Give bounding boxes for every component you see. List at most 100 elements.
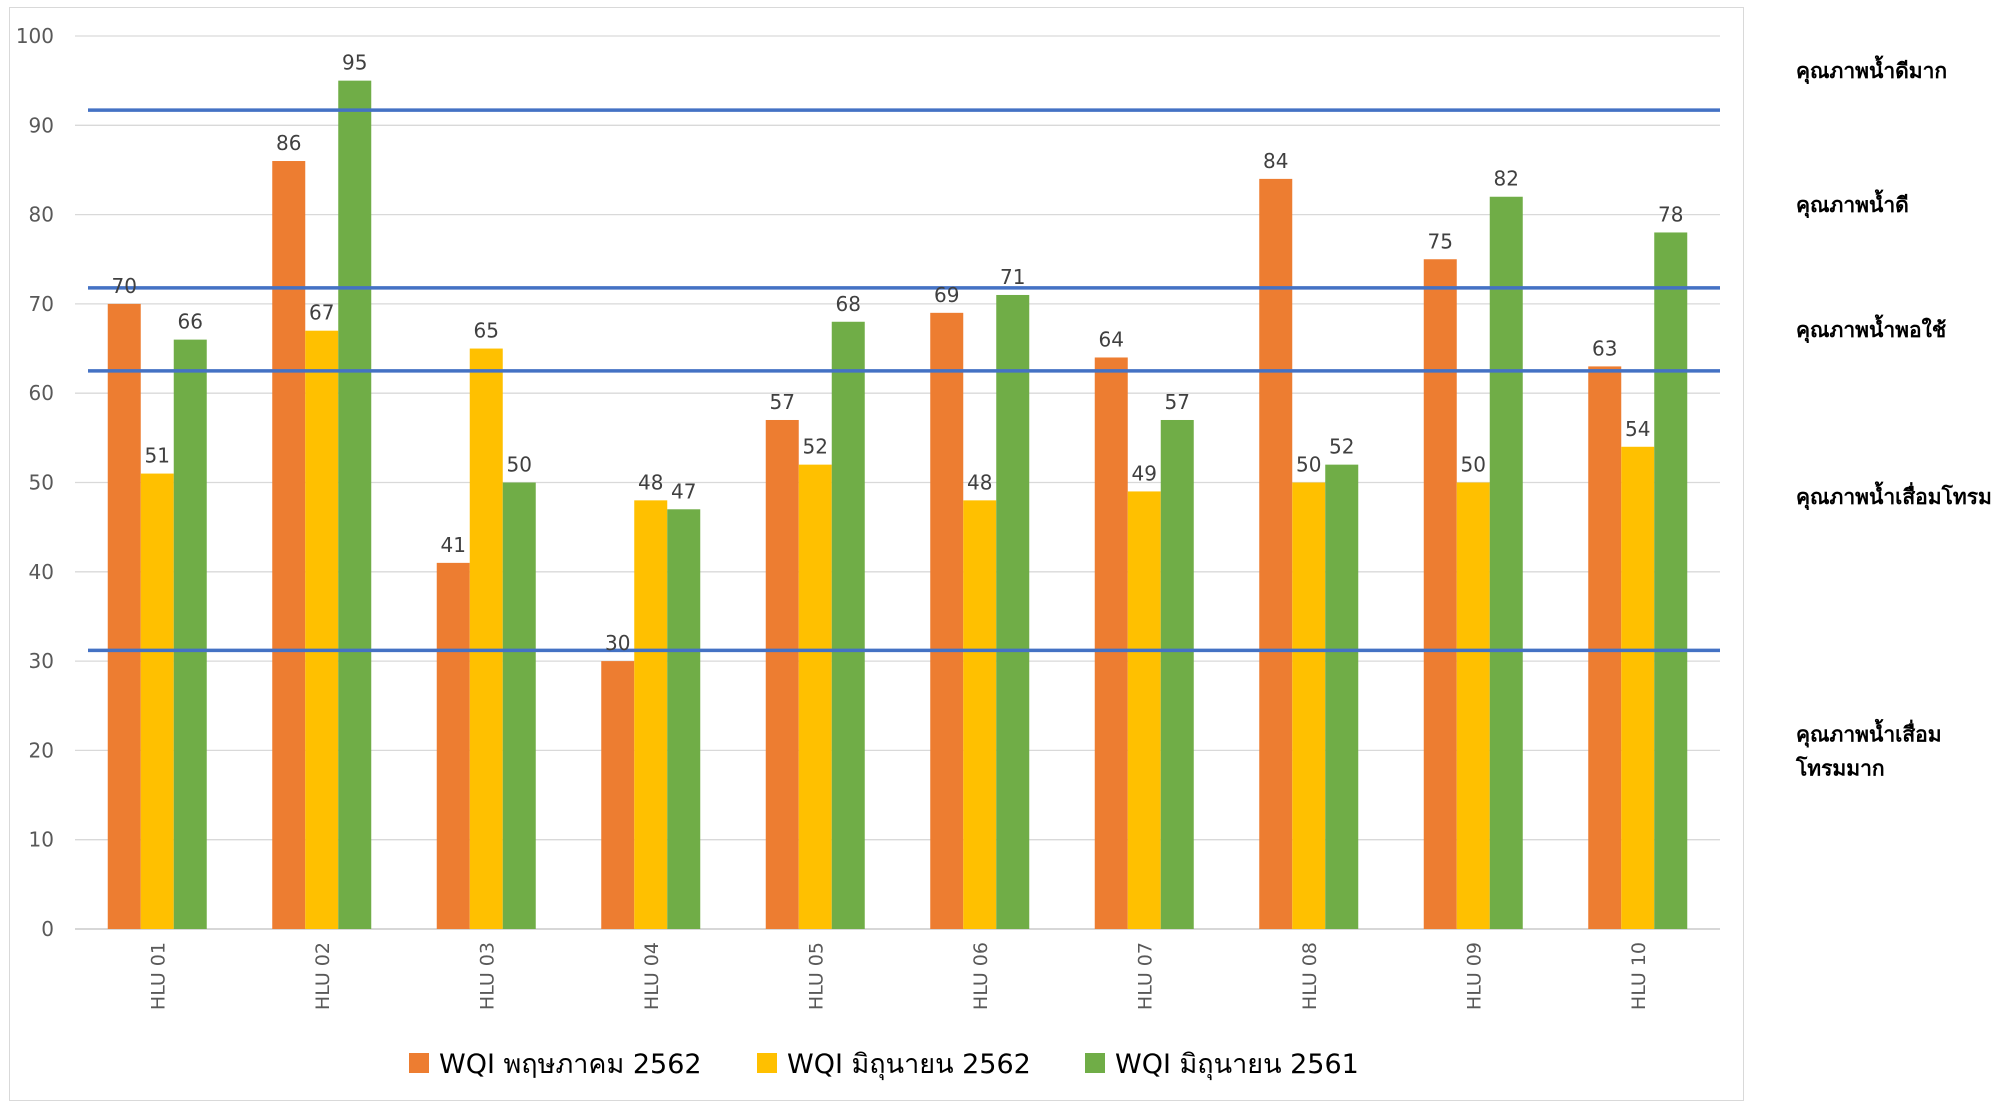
x-tick-label: HLU 01	[147, 942, 169, 1010]
data-label: 50	[1461, 453, 1486, 477]
y-tick-label: 50	[29, 471, 54, 495]
y-tick-label: 90	[29, 113, 54, 137]
data-label: 84	[1263, 149, 1288, 173]
bar	[634, 500, 668, 929]
legend-swatch	[409, 1053, 429, 1073]
bar	[1423, 259, 1457, 929]
data-label: 65	[474, 319, 499, 343]
data-label: 75	[1428, 229, 1453, 253]
data-label: 86	[276, 131, 301, 155]
bar	[1654, 232, 1688, 929]
legend-swatch	[1085, 1053, 1105, 1073]
x-tick-label: HLU 05	[805, 942, 827, 1010]
bar	[930, 312, 964, 930]
legend-label: WQI มิถุนายน 2561	[1115, 1049, 1359, 1081]
data-label: 30	[605, 631, 630, 655]
zone-label: คุณภาพน้ำดีมาก	[1796, 55, 1947, 85]
bar	[1094, 357, 1128, 930]
data-label: 57	[1165, 390, 1190, 414]
legend-swatch	[757, 1053, 777, 1073]
bar	[667, 509, 701, 929]
data-label: 63	[1592, 336, 1617, 360]
y-tick-label: 10	[29, 828, 54, 852]
bar	[1621, 446, 1655, 929]
data-labels: 70 86 41 30 57 69 64 84 75 63 51 67 65 48 52 48 49 50 50 54…	[112, 51, 1684, 655]
bar	[996, 294, 1030, 930]
data-label: 78	[1658, 202, 1683, 226]
x-tick-label: HLU 06	[970, 942, 992, 1010]
bar	[469, 348, 503, 929]
bar	[1489, 196, 1523, 930]
zone-label: โทรมมาก	[1795, 755, 1885, 780]
bar	[1259, 178, 1293, 929]
bars	[107, 80, 1688, 930]
bar	[173, 339, 207, 929]
bar	[1127, 491, 1161, 929]
zone-label: คุณภาพน้ำพอใช้	[1796, 314, 1946, 344]
data-label: 52	[1329, 435, 1354, 459]
y-tick-label: 70	[29, 292, 54, 316]
data-label: 67	[309, 301, 334, 325]
data-label: 47	[671, 479, 696, 503]
y-axis: 0 10 20 30 40 50 60 70 80 90 100	[16, 24, 54, 941]
bar	[798, 464, 832, 929]
y-tick-label: 30	[29, 649, 54, 673]
data-label: 66	[178, 310, 203, 334]
bar	[107, 303, 141, 929]
data-label: 48	[638, 470, 663, 494]
zone-labels: คุณภาพน้ำดีมากคุณภาพน้ำดีคุณภาพน้ำพอใช้ค…	[1795, 55, 1992, 780]
bar	[963, 500, 997, 929]
y-tick-label: 0	[41, 917, 54, 941]
bar	[831, 321, 865, 929]
bar	[1588, 366, 1622, 929]
data-label: 82	[1494, 167, 1519, 191]
bar	[601, 661, 635, 929]
y-tick-label: 60	[29, 381, 54, 405]
x-tick-label: HLU 03	[476, 942, 498, 1010]
bar	[1325, 464, 1359, 929]
y-tick-label: 40	[29, 560, 54, 584]
data-label: 57	[770, 390, 795, 414]
data-label: 95	[342, 51, 367, 75]
data-label: 48	[967, 470, 992, 494]
zone-label: คุณภาพน้ำดี	[1796, 189, 1909, 219]
y-tick-label: 20	[29, 738, 54, 762]
legend-label: WQI มิถุนายน 2562	[787, 1049, 1031, 1081]
legend: WQI พฤษภาคม 2562 WQI มิถุนายน 2562 WQI มิถ…	[409, 1049, 1359, 1081]
bar	[272, 161, 306, 929]
data-label: 64	[1099, 327, 1124, 351]
bar	[338, 80, 372, 929]
data-label: 50	[507, 453, 532, 477]
x-tick-label: HLU 10	[1628, 942, 1650, 1010]
y-tick-label: 80	[29, 203, 54, 227]
x-tick-label: HLU 07	[1134, 942, 1156, 1010]
bar	[765, 419, 799, 929]
x-axis: HLU 01 HLU 02 HLU 03 HLU 04 HLU 05 HLU 06 HLU …	[147, 942, 1650, 1010]
bar	[502, 482, 536, 929]
threshold-lines	[88, 108, 1720, 653]
data-label: 51	[145, 444, 170, 468]
x-tick-label: HLU 04	[641, 942, 663, 1010]
bar	[1456, 482, 1490, 929]
data-label: 54	[1625, 417, 1650, 441]
zone-label: คุณภาพน้ำเสื่อมโทรม	[1796, 481, 1992, 511]
data-label: 70	[112, 274, 137, 298]
data-label: 68	[836, 292, 861, 316]
bar	[1160, 419, 1194, 929]
data-label: 50	[1296, 453, 1321, 477]
data-label: 52	[803, 435, 828, 459]
bar	[305, 330, 339, 929]
data-label: 41	[441, 533, 466, 557]
bar	[436, 562, 470, 929]
x-tick-label: HLU 02	[312, 942, 334, 1010]
x-tick-label: HLU 09	[1463, 942, 1485, 1010]
bar	[140, 473, 174, 929]
y-tick-label: 100	[16, 24, 54, 48]
data-label: 69	[934, 283, 959, 307]
bar	[1292, 482, 1326, 929]
zone-label: คุณภาพน้ำเสื่อม	[1796, 718, 1942, 748]
data-label: 71	[1000, 265, 1025, 289]
legend-label: WQI พฤษภาคม 2562	[439, 1049, 702, 1080]
x-tick-label: HLU 08	[1299, 942, 1321, 1010]
